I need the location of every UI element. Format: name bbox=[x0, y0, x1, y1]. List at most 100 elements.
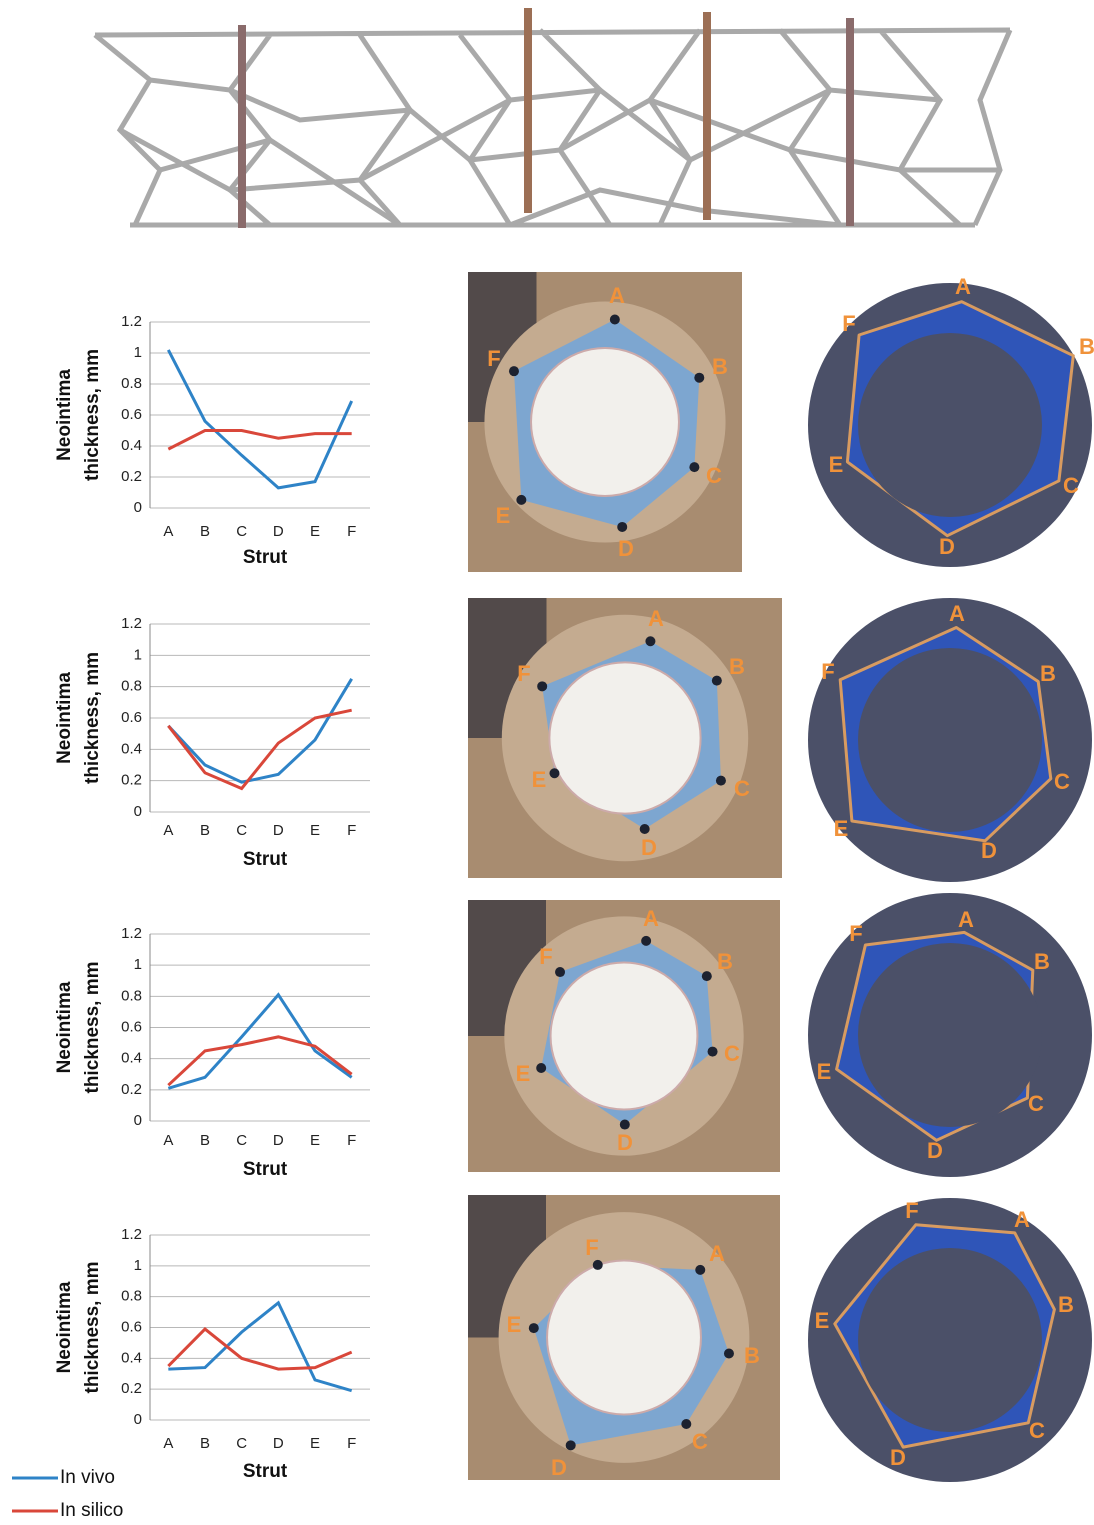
strut-label: B bbox=[729, 654, 745, 679]
strut bbox=[723, 1348, 734, 1359]
line bbox=[166, 349, 354, 490]
lumen bbox=[858, 1248, 1042, 1432]
y-tick-label: 0.6 bbox=[121, 406, 142, 423]
strut-label: D bbox=[939, 534, 955, 559]
strut bbox=[609, 314, 620, 325]
y-tick-label: 0.4 bbox=[121, 1349, 142, 1366]
strut-label: D bbox=[617, 1130, 633, 1155]
y-tick-label: 0.6 bbox=[121, 1018, 142, 1035]
y-axis-label: Neointima bbox=[54, 981, 75, 1073]
lumen bbox=[549, 961, 699, 1111]
y-tick-label: 0.2 bbox=[121, 772, 142, 789]
x-tick-label: E bbox=[310, 1132, 320, 1149]
y-axis-label: Neointima bbox=[54, 672, 75, 764]
x-tick-label: B bbox=[200, 822, 210, 839]
strut-label: E bbox=[834, 816, 849, 841]
strut-label: C bbox=[692, 1429, 708, 1454]
x-tick-label: E bbox=[310, 523, 320, 540]
strut bbox=[711, 675, 722, 686]
strut-label: A bbox=[1014, 1207, 1030, 1232]
strut bbox=[565, 1440, 576, 1451]
y-tick-label: 0.8 bbox=[121, 1288, 142, 1305]
strut bbox=[701, 971, 712, 982]
simulation-panel: A B C D E F bbox=[808, 274, 1094, 567]
strut-label: B bbox=[744, 1343, 760, 1368]
strut-label: E bbox=[516, 1061, 531, 1086]
x-tick-label: A bbox=[163, 822, 173, 839]
strut-label: A bbox=[949, 601, 965, 626]
x-tick-label: D bbox=[273, 822, 284, 839]
y-tick-label: 0.8 bbox=[121, 375, 142, 392]
histology-panel: A B C D E F bbox=[468, 900, 780, 1172]
strut-label: C bbox=[1054, 769, 1070, 794]
strut-label: D bbox=[981, 838, 997, 863]
y-tick-label: 0.6 bbox=[121, 1318, 142, 1335]
strut-label: B bbox=[1079, 334, 1094, 359]
strut bbox=[555, 967, 566, 978]
strut bbox=[537, 681, 548, 692]
strut bbox=[549, 768, 560, 779]
y-tick-label: 1 bbox=[134, 1257, 142, 1274]
strut bbox=[641, 935, 652, 946]
strut bbox=[516, 494, 527, 505]
strut-label: F bbox=[842, 311, 855, 336]
lumen bbox=[858, 333, 1042, 517]
strut bbox=[528, 1323, 539, 1334]
x-axis-label: Strut bbox=[243, 1461, 288, 1482]
strut-label: D bbox=[641, 835, 657, 860]
x-tick-label: C bbox=[236, 1435, 247, 1452]
x-tick-label: F bbox=[347, 523, 356, 540]
y-tick-label: 1 bbox=[134, 344, 142, 361]
y-tick-label: 0 bbox=[134, 803, 142, 820]
strut-label: B bbox=[712, 354, 728, 379]
x-tick-label: A bbox=[163, 523, 173, 540]
y-tick-label: 0.8 bbox=[121, 678, 142, 695]
strut bbox=[695, 1264, 706, 1275]
strut bbox=[592, 1259, 603, 1270]
x-tick-label: E bbox=[310, 822, 320, 839]
y-tick-label: 0.8 bbox=[121, 987, 142, 1004]
strut bbox=[707, 1046, 718, 1057]
y-tick-label: 0.2 bbox=[121, 1081, 142, 1098]
strut-label: C bbox=[724, 1041, 740, 1066]
y-axis-label: thickness, mm bbox=[82, 652, 103, 784]
y-tick-label: 0.2 bbox=[121, 1380, 142, 1397]
strut bbox=[681, 1419, 692, 1430]
line bbox=[168, 1300, 353, 1393]
x-tick-label: D bbox=[273, 523, 284, 540]
y-axis-label: thickness, mm bbox=[82, 962, 103, 1094]
strut bbox=[694, 372, 705, 383]
y-tick-label: 0.2 bbox=[121, 468, 142, 485]
stent-markers bbox=[238, 8, 854, 228]
strut bbox=[508, 366, 519, 377]
legend-label: In vivo bbox=[60, 1467, 115, 1488]
strut-label: F bbox=[487, 346, 500, 371]
x-tick-label: A bbox=[163, 1132, 173, 1149]
strut-label: F bbox=[585, 1235, 598, 1260]
strut-label: F bbox=[821, 659, 834, 684]
x-tick-label: C bbox=[236, 822, 247, 839]
y-tick-label: 0 bbox=[134, 499, 142, 516]
line bbox=[167, 429, 352, 451]
x-tick-label: B bbox=[200, 1132, 210, 1149]
strut-label: E bbox=[507, 1312, 522, 1337]
strut-label: E bbox=[496, 503, 511, 528]
y-tick-label: 1 bbox=[134, 956, 142, 973]
x-tick-label: A bbox=[163, 1435, 173, 1452]
x-axis-label: Strut bbox=[243, 1159, 288, 1180]
strut-label: F bbox=[849, 921, 862, 946]
strut-label: F bbox=[905, 1198, 918, 1223]
strut-label: D bbox=[890, 1445, 906, 1470]
strut-label: B bbox=[1034, 949, 1050, 974]
y-tick-label: 0.4 bbox=[121, 740, 142, 757]
strut bbox=[645, 636, 656, 647]
histology-panel: A B C D E F bbox=[468, 272, 742, 572]
strut-label: C bbox=[1028, 1091, 1044, 1116]
y-tick-label: 0 bbox=[134, 1411, 142, 1428]
strut-label: F bbox=[517, 661, 530, 686]
x-tick-label: C bbox=[236, 1132, 247, 1149]
y-tick-label: 0.6 bbox=[121, 709, 142, 726]
strut bbox=[619, 1119, 630, 1130]
y-tick-label: 1.2 bbox=[121, 615, 142, 632]
